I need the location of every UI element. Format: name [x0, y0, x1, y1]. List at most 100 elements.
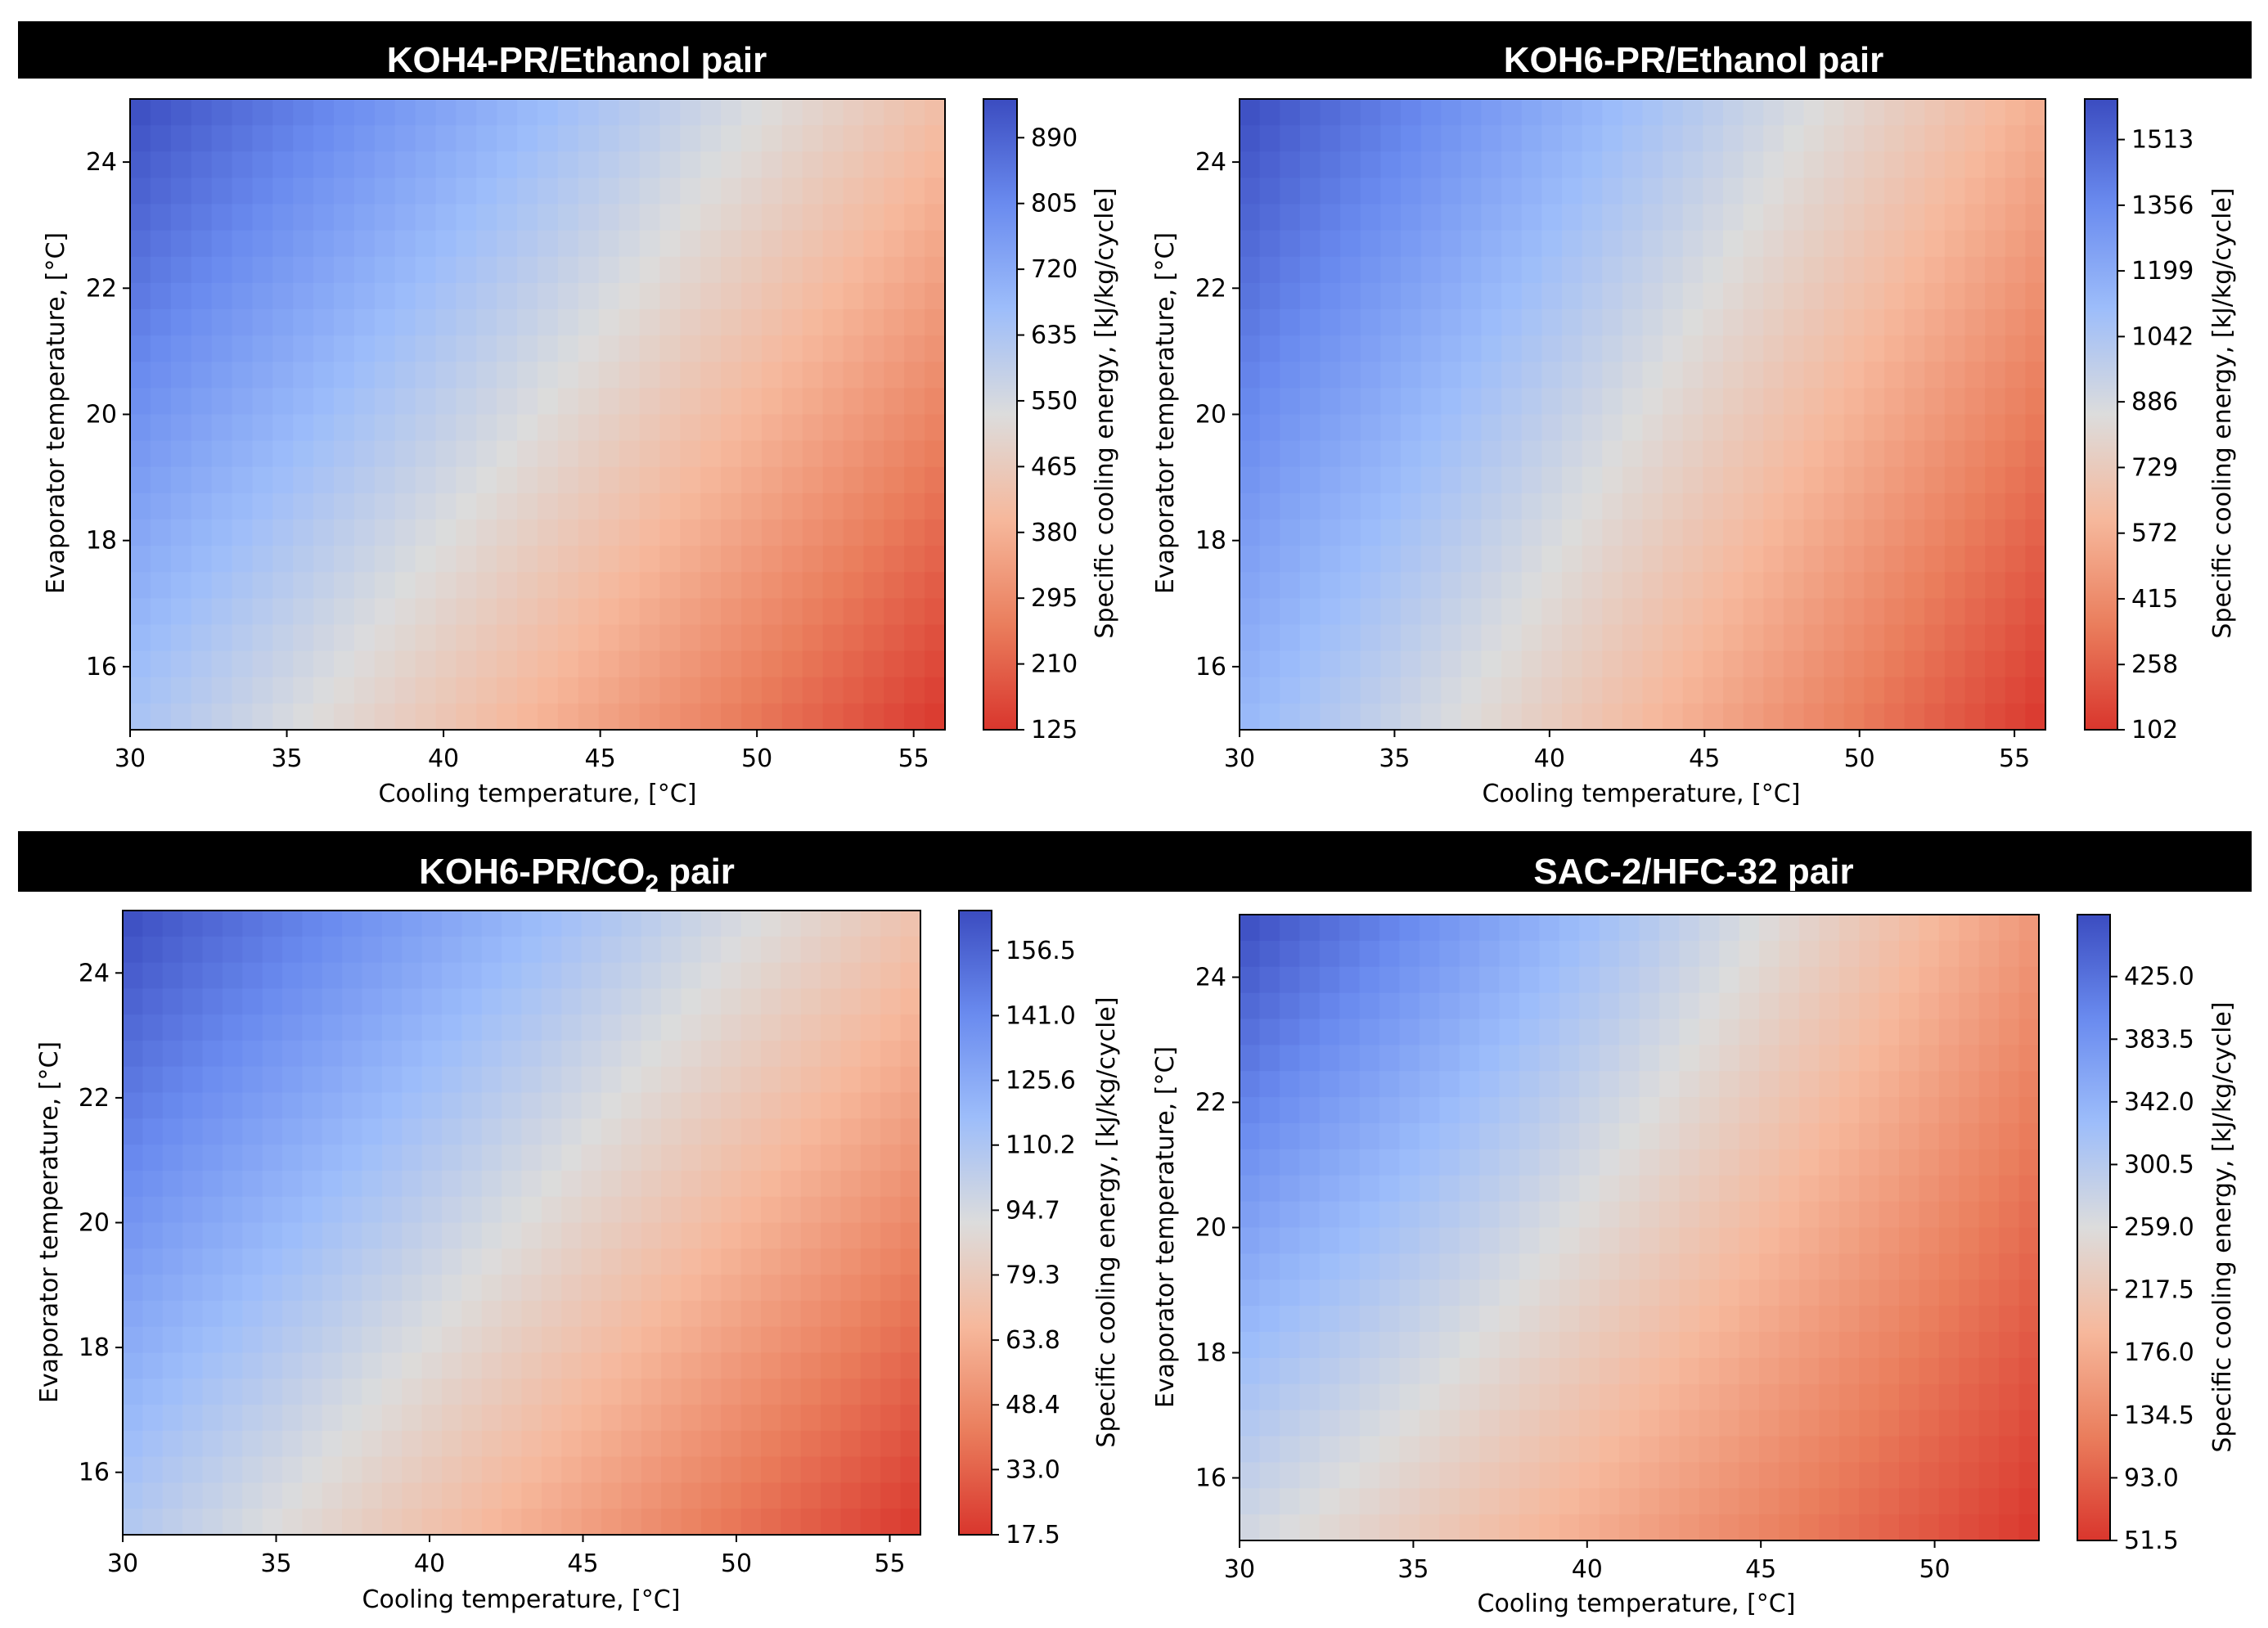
heatmap-cell	[1459, 1357, 1480, 1385]
heatmap-cell	[1299, 1201, 1321, 1229]
heatmap-cell	[860, 1092, 882, 1120]
heatmap-cell	[150, 466, 172, 494]
heatmap-cell	[353, 677, 376, 704]
heatmap-cell	[1479, 1357, 1501, 1385]
heatmap-cell	[1622, 546, 1644, 573]
heatmap-cell	[1779, 1279, 1800, 1306]
heatmap-cell	[1759, 1462, 1780, 1490]
heatmap-cell	[342, 1222, 363, 1250]
heatmap-cell	[1703, 204, 1724, 232]
heatmap-cell	[1682, 335, 1704, 363]
heatmap-cell	[130, 624, 151, 652]
heatmap-cell	[1944, 125, 1966, 153]
heatmap-cell	[1723, 650, 1744, 678]
heatmap-cell	[1639, 1097, 1660, 1124]
heatmap-cell	[322, 1196, 343, 1224]
heatmap-cell	[242, 1482, 263, 1510]
heatmap-cell	[700, 703, 722, 731]
heatmap-cell	[381, 911, 403, 938]
heatmap-cell	[1599, 966, 1620, 994]
heatmap-cell	[557, 414, 579, 442]
heatmap-cell	[1864, 440, 1885, 468]
heatmap-cell	[191, 572, 213, 600]
heatmap-cell	[322, 911, 343, 938]
heatmap-cell	[1763, 335, 1784, 363]
heatmap-cell	[1904, 650, 1926, 678]
heatmap-cell	[313, 178, 335, 205]
heatmap-cell	[1743, 440, 1765, 468]
heatmap-cell	[342, 1300, 363, 1328]
heatmap-cell	[1859, 1332, 1880, 1359]
heatmap-cell	[302, 1405, 323, 1432]
heatmap-cell	[741, 282, 763, 310]
heatmap-cell	[1259, 204, 1281, 232]
heatmap-cell	[681, 911, 702, 938]
heatmap-cell	[442, 1430, 463, 1458]
heatmap-cell	[900, 1145, 921, 1172]
heatmap-cell	[1360, 598, 1382, 626]
heatmap-cell	[1279, 1357, 1301, 1385]
heatmap-cell	[904, 125, 925, 153]
heatmap-cell	[1763, 230, 1784, 258]
heatmap-cell	[1320, 414, 1341, 442]
heatmap-cell	[802, 466, 824, 494]
heatmap-cell	[1682, 650, 1704, 678]
panel-title-band	[1124, 21, 2252, 79]
heatmap-cell	[619, 519, 641, 546]
heatmap-cell	[191, 598, 213, 626]
heatmap-cell	[1539, 1071, 1560, 1098]
heatmap-cell	[1763, 519, 1784, 546]
heatmap-cell	[1380, 677, 1402, 704]
heatmap-cell	[1420, 572, 1442, 600]
heatmap-cell	[1379, 992, 1401, 1020]
heatmap-cell	[1619, 940, 1640, 968]
heatmap-cell	[381, 1456, 403, 1484]
heatmap-cell	[1803, 256, 1825, 284]
heatmap-cell	[1743, 309, 1765, 336]
heatmap-cell	[1419, 1149, 1441, 1176]
heatmap-cell	[1663, 99, 1684, 126]
heatmap-cell	[1541, 572, 1563, 600]
heatmap-cell	[1541, 414, 1563, 442]
heatmap-cell	[721, 1300, 742, 1328]
heatmap-cell	[150, 650, 172, 678]
heatmap-cell	[150, 572, 172, 600]
heatmap-cell	[162, 1196, 183, 1224]
heatmap-cell	[1539, 1201, 1560, 1229]
heatmap-cell	[578, 650, 600, 678]
heatmap-cell	[1703, 362, 1724, 389]
x-axis-label: Cooling temperature, [°C]	[1478, 1590, 1796, 1618]
heatmap-cell	[1259, 178, 1281, 205]
heatmap-cell	[1904, 492, 1926, 520]
heatmap-cell	[557, 256, 579, 284]
heatmap-cell	[1658, 1383, 1681, 1411]
heatmap-cell	[1899, 1436, 1920, 1464]
heatmap-cell	[421, 1509, 443, 1536]
heatmap-cell	[581, 1118, 602, 1145]
heatmap-cell	[1978, 1175, 2000, 1203]
heatmap-cell	[1619, 1253, 1640, 1281]
heatmap-cell	[1420, 256, 1442, 284]
heatmap-cell	[1899, 1514, 1920, 1541]
heatmap-cell	[781, 1066, 802, 1094]
heatmap-cell	[374, 388, 396, 416]
heatmap-cell	[123, 1482, 144, 1510]
heatmap-cell	[1582, 125, 1604, 153]
heatmap-cell	[1864, 151, 1885, 179]
heatmap-cell	[1619, 1306, 1640, 1333]
heatmap-cell	[1259, 1097, 1280, 1124]
heatmap-cell	[322, 1222, 343, 1250]
heatmap-cell	[840, 936, 862, 964]
heatmap-cell	[421, 988, 443, 1015]
heatmap-cell	[1658, 1253, 1681, 1281]
heatmap-cell	[700, 1300, 722, 1328]
heatmap-cell	[680, 703, 701, 731]
heatmap-cell	[521, 1145, 542, 1172]
heatmap-cell	[721, 1248, 742, 1275]
heatmap-cell	[721, 230, 742, 258]
heatmap-cell	[621, 962, 642, 990]
heatmap-cell	[130, 598, 151, 626]
heatmap-cell	[661, 1326, 682, 1354]
heatmap-cell	[1399, 1045, 1420, 1073]
heatmap-cell	[1622, 466, 1644, 494]
